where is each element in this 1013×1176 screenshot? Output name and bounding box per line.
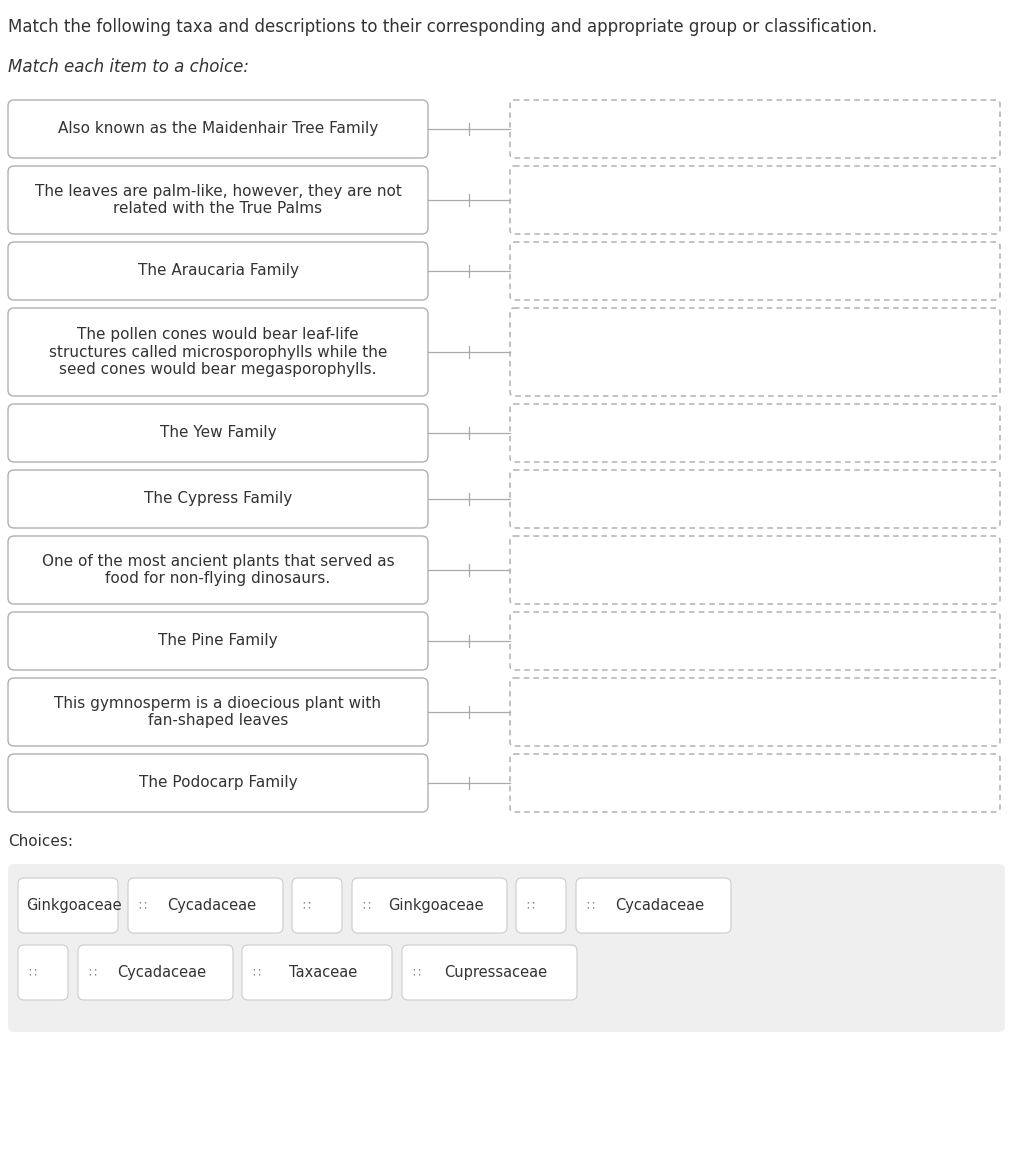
FancyBboxPatch shape (402, 946, 577, 1000)
FancyBboxPatch shape (510, 100, 1000, 158)
Text: Ginkgoaceae: Ginkgoaceae (388, 898, 483, 913)
FancyBboxPatch shape (8, 470, 428, 528)
Text: Match the following taxa and descriptions to their corresponding and appropriate: Match the following taxa and description… (8, 18, 877, 36)
FancyBboxPatch shape (8, 754, 428, 811)
Text: Cupressaceae: Cupressaceae (444, 965, 547, 980)
Text: ∷: ∷ (412, 965, 420, 978)
FancyBboxPatch shape (352, 878, 506, 933)
Text: Match each item to a choice:: Match each item to a choice: (8, 58, 249, 76)
Text: The Araucaria Family: The Araucaria Family (138, 263, 299, 279)
Text: ∷: ∷ (586, 898, 594, 913)
Text: The pollen cones would bear leaf-life
structures called microsporophylls while t: The pollen cones would bear leaf-life st… (49, 327, 387, 376)
FancyBboxPatch shape (8, 612, 428, 670)
Text: ∷: ∷ (362, 898, 370, 913)
FancyBboxPatch shape (18, 946, 68, 1000)
FancyBboxPatch shape (8, 405, 428, 462)
FancyBboxPatch shape (8, 864, 1005, 1033)
FancyBboxPatch shape (510, 679, 1000, 746)
Text: This gymnosperm is a dioecious plant with
fan-shaped leaves: This gymnosperm is a dioecious plant wit… (55, 696, 382, 728)
Text: ∷: ∷ (252, 965, 260, 978)
FancyBboxPatch shape (78, 946, 233, 1000)
FancyBboxPatch shape (510, 405, 1000, 462)
FancyBboxPatch shape (8, 308, 428, 396)
Text: One of the most ancient plants that served as
food for non-flying dinosaurs.: One of the most ancient plants that serv… (42, 554, 394, 586)
FancyBboxPatch shape (8, 242, 428, 300)
FancyBboxPatch shape (510, 242, 1000, 300)
Text: Cycadaceae: Cycadaceae (116, 965, 206, 980)
FancyBboxPatch shape (510, 308, 1000, 396)
FancyBboxPatch shape (242, 946, 392, 1000)
FancyBboxPatch shape (8, 536, 428, 604)
Text: The Yew Family: The Yew Family (160, 426, 277, 441)
FancyBboxPatch shape (292, 878, 342, 933)
FancyBboxPatch shape (510, 754, 1000, 811)
FancyBboxPatch shape (8, 166, 428, 234)
Text: ∷: ∷ (88, 965, 96, 978)
Text: The leaves are palm-like, however, they are not
related with the True Palms: The leaves are palm-like, however, they … (34, 183, 401, 216)
Text: Choices:: Choices: (8, 834, 73, 849)
FancyBboxPatch shape (128, 878, 283, 933)
Text: ∷: ∷ (302, 898, 310, 913)
Text: Cycadaceae: Cycadaceae (615, 898, 704, 913)
Text: Taxaceae: Taxaceae (289, 965, 358, 980)
Text: ∷: ∷ (526, 898, 534, 913)
FancyBboxPatch shape (510, 166, 1000, 234)
Text: ∷: ∷ (28, 965, 36, 978)
Text: Also known as the Maidenhair Tree Family: Also known as the Maidenhair Tree Family (58, 121, 378, 136)
FancyBboxPatch shape (510, 612, 1000, 670)
Text: The Cypress Family: The Cypress Family (144, 492, 292, 507)
Text: Ginkgoaceae: Ginkgoaceae (26, 898, 122, 913)
FancyBboxPatch shape (18, 878, 118, 933)
Text: The Podocarp Family: The Podocarp Family (139, 775, 297, 790)
Text: ∷: ∷ (138, 898, 146, 913)
FancyBboxPatch shape (510, 470, 1000, 528)
FancyBboxPatch shape (8, 100, 428, 158)
FancyBboxPatch shape (510, 536, 1000, 604)
FancyBboxPatch shape (576, 878, 731, 933)
Text: The Pine Family: The Pine Family (158, 634, 278, 648)
Text: Cycadaceae: Cycadaceae (167, 898, 256, 913)
Text: ∷: ∷ (28, 898, 36, 913)
FancyBboxPatch shape (8, 679, 428, 746)
FancyBboxPatch shape (516, 878, 566, 933)
